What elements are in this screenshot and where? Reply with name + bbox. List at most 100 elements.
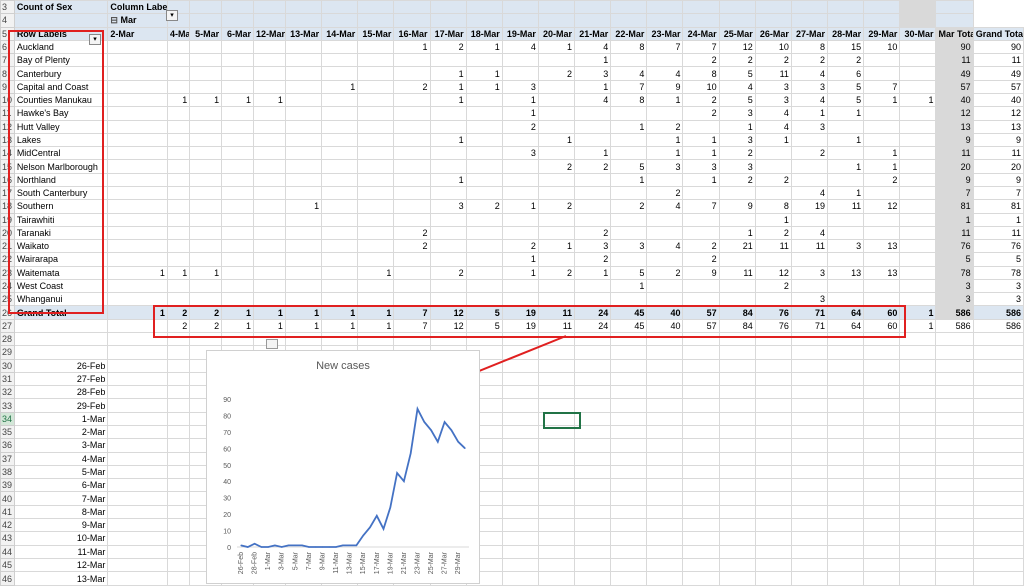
daily-date[interactable]: 5-Mar: [13, 464, 109, 480]
value-cell[interactable]: [465, 265, 503, 280]
value-cell[interactable]: 1: [429, 79, 467, 94]
cell[interactable]: [790, 478, 829, 493]
value-cell[interactable]: 2: [646, 265, 684, 280]
value-cell[interactable]: 2: [718, 172, 756, 187]
value-cell[interactable]: [107, 292, 168, 307]
total-copy-cell[interactable]: 84: [718, 318, 756, 334]
cell[interactable]: [935, 571, 974, 586]
cell[interactable]: [972, 557, 1024, 573]
value-cell[interactable]: [221, 172, 255, 187]
date-column-header[interactable]: 12-Mar: [253, 26, 286, 41]
value-cell[interactable]: [899, 278, 937, 294]
value-cell[interactable]: [221, 39, 255, 55]
value-cell[interactable]: [166, 199, 191, 214]
value-cell[interactable]: [501, 172, 539, 187]
cell[interactable]: [574, 398, 612, 413]
cell[interactable]: [863, 478, 901, 493]
cell[interactable]: [935, 358, 974, 373]
value-cell[interactable]: [537, 278, 576, 294]
cell[interactable]: [754, 451, 792, 466]
value-cell[interactable]: [610, 292, 648, 307]
value-cell[interactable]: [253, 79, 286, 94]
value-cell[interactable]: [610, 252, 648, 267]
value-cell[interactable]: [393, 252, 431, 267]
cell[interactable]: [899, 411, 937, 427]
value-cell[interactable]: [754, 292, 792, 307]
data-point[interactable]: [308, 546, 310, 548]
cell[interactable]: [682, 385, 720, 400]
cell[interactable]: [501, 345, 539, 360]
value-cell[interactable]: [537, 119, 576, 134]
mar-total-cell[interactable]: 9: [935, 132, 974, 148]
value-cell[interactable]: 1: [718, 225, 756, 241]
data-point[interactable]: [287, 544, 290, 546]
value-cell[interactable]: [166, 252, 191, 267]
value-cell[interactable]: 1: [357, 265, 395, 280]
cell[interactable]: [718, 438, 756, 453]
cell[interactable]: [574, 491, 612, 506]
value-cell[interactable]: 1: [574, 79, 612, 94]
cell[interactable]: [935, 464, 974, 480]
value-cell[interactable]: [357, 39, 395, 55]
cell[interactable]: [790, 531, 829, 546]
cell[interactable]: [754, 385, 792, 400]
value-cell[interactable]: [221, 239, 255, 254]
value-cell[interactable]: [465, 159, 503, 174]
value-cell[interactable]: [166, 119, 191, 134]
total-cell[interactable]: 60: [863, 305, 901, 320]
value-cell[interactable]: [465, 172, 503, 187]
cell[interactable]: [501, 531, 539, 546]
value-cell[interactable]: [253, 159, 286, 174]
value-cell[interactable]: 1: [646, 146, 684, 161]
value-cell[interactable]: [284, 119, 323, 134]
value-cell[interactable]: [501, 53, 539, 68]
value-cell[interactable]: 1: [790, 106, 829, 121]
total-copy-cell[interactable]: 40: [646, 318, 684, 334]
value-cell[interactable]: [221, 53, 255, 68]
total-copy-cell[interactable]: 71: [790, 318, 829, 334]
value-cell[interactable]: [253, 265, 286, 280]
value-cell[interactable]: [107, 79, 168, 94]
total-cell[interactable]: 12: [429, 305, 467, 320]
total-cell[interactable]: 1: [284, 305, 323, 320]
value-cell[interactable]: [610, 106, 648, 121]
value-cell[interactable]: 2: [682, 106, 720, 121]
cell[interactable]: [827, 531, 865, 546]
value-cell[interactable]: [682, 225, 720, 241]
value-cell[interactable]: 3: [790, 292, 829, 307]
grand-total-cell[interactable]: 13: [972, 119, 1024, 134]
value-cell[interactable]: [221, 212, 255, 227]
date-column-header[interactable]: 23-Mar: [646, 26, 684, 41]
cell[interactable]: [107, 517, 168, 533]
cell[interactable]: [166, 371, 191, 387]
value-cell[interactable]: 1: [221, 92, 255, 108]
row-labels-dropdown-icon[interactable]: ▾: [89, 34, 101, 45]
data-point[interactable]: [281, 546, 283, 548]
grand-total-cell[interactable]: 5: [972, 252, 1024, 267]
cell[interactable]: [863, 385, 901, 400]
cell[interactable]: [718, 358, 756, 373]
value-cell[interactable]: 1: [166, 92, 191, 108]
cell[interactable]: [682, 358, 720, 373]
daily-date[interactable]: 12-Mar: [13, 557, 109, 573]
value-cell[interactable]: 2: [827, 53, 865, 68]
value-cell[interactable]: [284, 239, 323, 254]
cell[interactable]: [166, 398, 191, 413]
mar-total-header[interactable]: Mar Total: [935, 26, 974, 41]
value-cell[interactable]: [610, 53, 648, 68]
value-cell[interactable]: [357, 66, 395, 81]
cell[interactable]: [682, 411, 720, 427]
daily-date[interactable]: 4-Mar: [13, 451, 109, 466]
value-cell[interactable]: [863, 66, 901, 81]
value-cell[interactable]: 1: [682, 172, 720, 187]
cell[interactable]: [107, 398, 168, 413]
mar-total-cell[interactable]: 9: [935, 172, 974, 187]
total-cell[interactable]: 40: [646, 305, 684, 320]
grand-total-cell[interactable]: 7: [972, 185, 1024, 201]
data-point[interactable]: [450, 429, 453, 431]
value-cell[interactable]: 3: [718, 159, 756, 174]
value-cell[interactable]: 3: [827, 239, 865, 254]
value-cell[interactable]: [107, 239, 168, 254]
cell[interactable]: [682, 544, 720, 559]
value-cell[interactable]: [393, 132, 431, 148]
